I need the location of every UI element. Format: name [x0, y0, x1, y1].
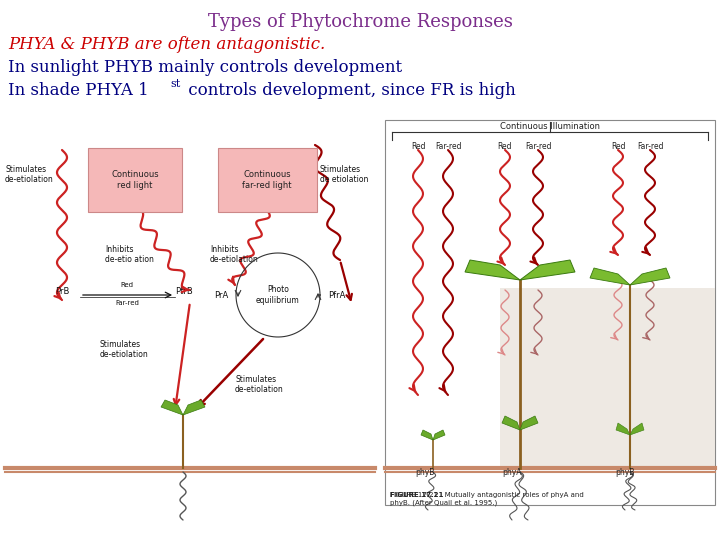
- Polygon shape: [630, 268, 670, 285]
- Text: PrA: PrA: [214, 291, 228, 300]
- Polygon shape: [616, 423, 630, 435]
- Polygon shape: [520, 260, 575, 280]
- Text: phyB: phyB: [616, 468, 635, 477]
- Text: FIGURE 17.21: FIGURE 17.21: [390, 492, 444, 498]
- Text: Inhibits
de-etiolation: Inhibits de-etiolation: [210, 245, 258, 265]
- Text: st: st: [170, 79, 180, 89]
- Text: PtrB: PtrB: [175, 287, 193, 296]
- Text: phyA: phyA: [503, 468, 522, 477]
- Text: In shade PHYA 1: In shade PHYA 1: [8, 82, 149, 99]
- Text: Stimulates
de etiolation: Stimulates de etiolation: [320, 165, 369, 184]
- Polygon shape: [465, 260, 520, 280]
- Polygon shape: [161, 400, 183, 415]
- FancyBboxPatch shape: [385, 120, 715, 505]
- Polygon shape: [421, 430, 433, 440]
- Text: PHYA & PHYB are often antagonistic.: PHYA & PHYB are often antagonistic.: [8, 36, 325, 53]
- Text: Stimulates
de-etiolation: Stimulates de-etiolation: [235, 375, 284, 394]
- Text: Far-red: Far-red: [525, 142, 552, 151]
- Text: Photo
equilibrium: Photo equilibrium: [256, 285, 300, 305]
- Text: PrB: PrB: [55, 287, 69, 296]
- Text: Red: Red: [120, 282, 133, 288]
- Text: PfrA: PfrA: [328, 291, 346, 300]
- Text: Red: Red: [611, 142, 625, 151]
- Polygon shape: [630, 423, 644, 435]
- Polygon shape: [502, 416, 520, 430]
- Text: phyB: phyB: [415, 468, 435, 477]
- Polygon shape: [183, 400, 205, 415]
- FancyBboxPatch shape: [500, 288, 715, 468]
- FancyBboxPatch shape: [88, 148, 182, 212]
- Text: Red: Red: [498, 142, 512, 151]
- Text: Red: Red: [410, 142, 426, 151]
- Text: In sunlight PHYB mainly controls development: In sunlight PHYB mainly controls develop…: [8, 59, 402, 76]
- Text: controls development, since FR is high: controls development, since FR is high: [183, 82, 516, 99]
- FancyBboxPatch shape: [218, 148, 317, 212]
- Text: Far-red: Far-red: [115, 300, 139, 306]
- Text: FIGURE 17.21   Mutually antagonistic roles of phyA and
phyB. (After Quail et al.: FIGURE 17.21 Mutually antagonistic roles…: [390, 492, 584, 505]
- Text: Types of Phytochrome Responses: Types of Phytochrome Responses: [207, 13, 513, 31]
- Text: Continuous
far-red light: Continuous far-red light: [242, 170, 292, 190]
- Text: Stimulates
de-etiolation: Stimulates de-etiolation: [5, 165, 54, 184]
- Polygon shape: [590, 268, 630, 285]
- Text: Continuous
red light: Continuous red light: [111, 170, 159, 190]
- Text: Far-red: Far-red: [636, 142, 663, 151]
- Polygon shape: [433, 430, 445, 440]
- Text: Far-red: Far-red: [435, 142, 462, 151]
- Text: Stimulates
de-etiolation: Stimulates de-etiolation: [100, 340, 149, 360]
- Text: Continuous Illumination: Continuous Illumination: [500, 122, 600, 131]
- Polygon shape: [520, 416, 538, 430]
- Text: Inhibits
de-etio ation: Inhibits de-etio ation: [105, 245, 154, 265]
